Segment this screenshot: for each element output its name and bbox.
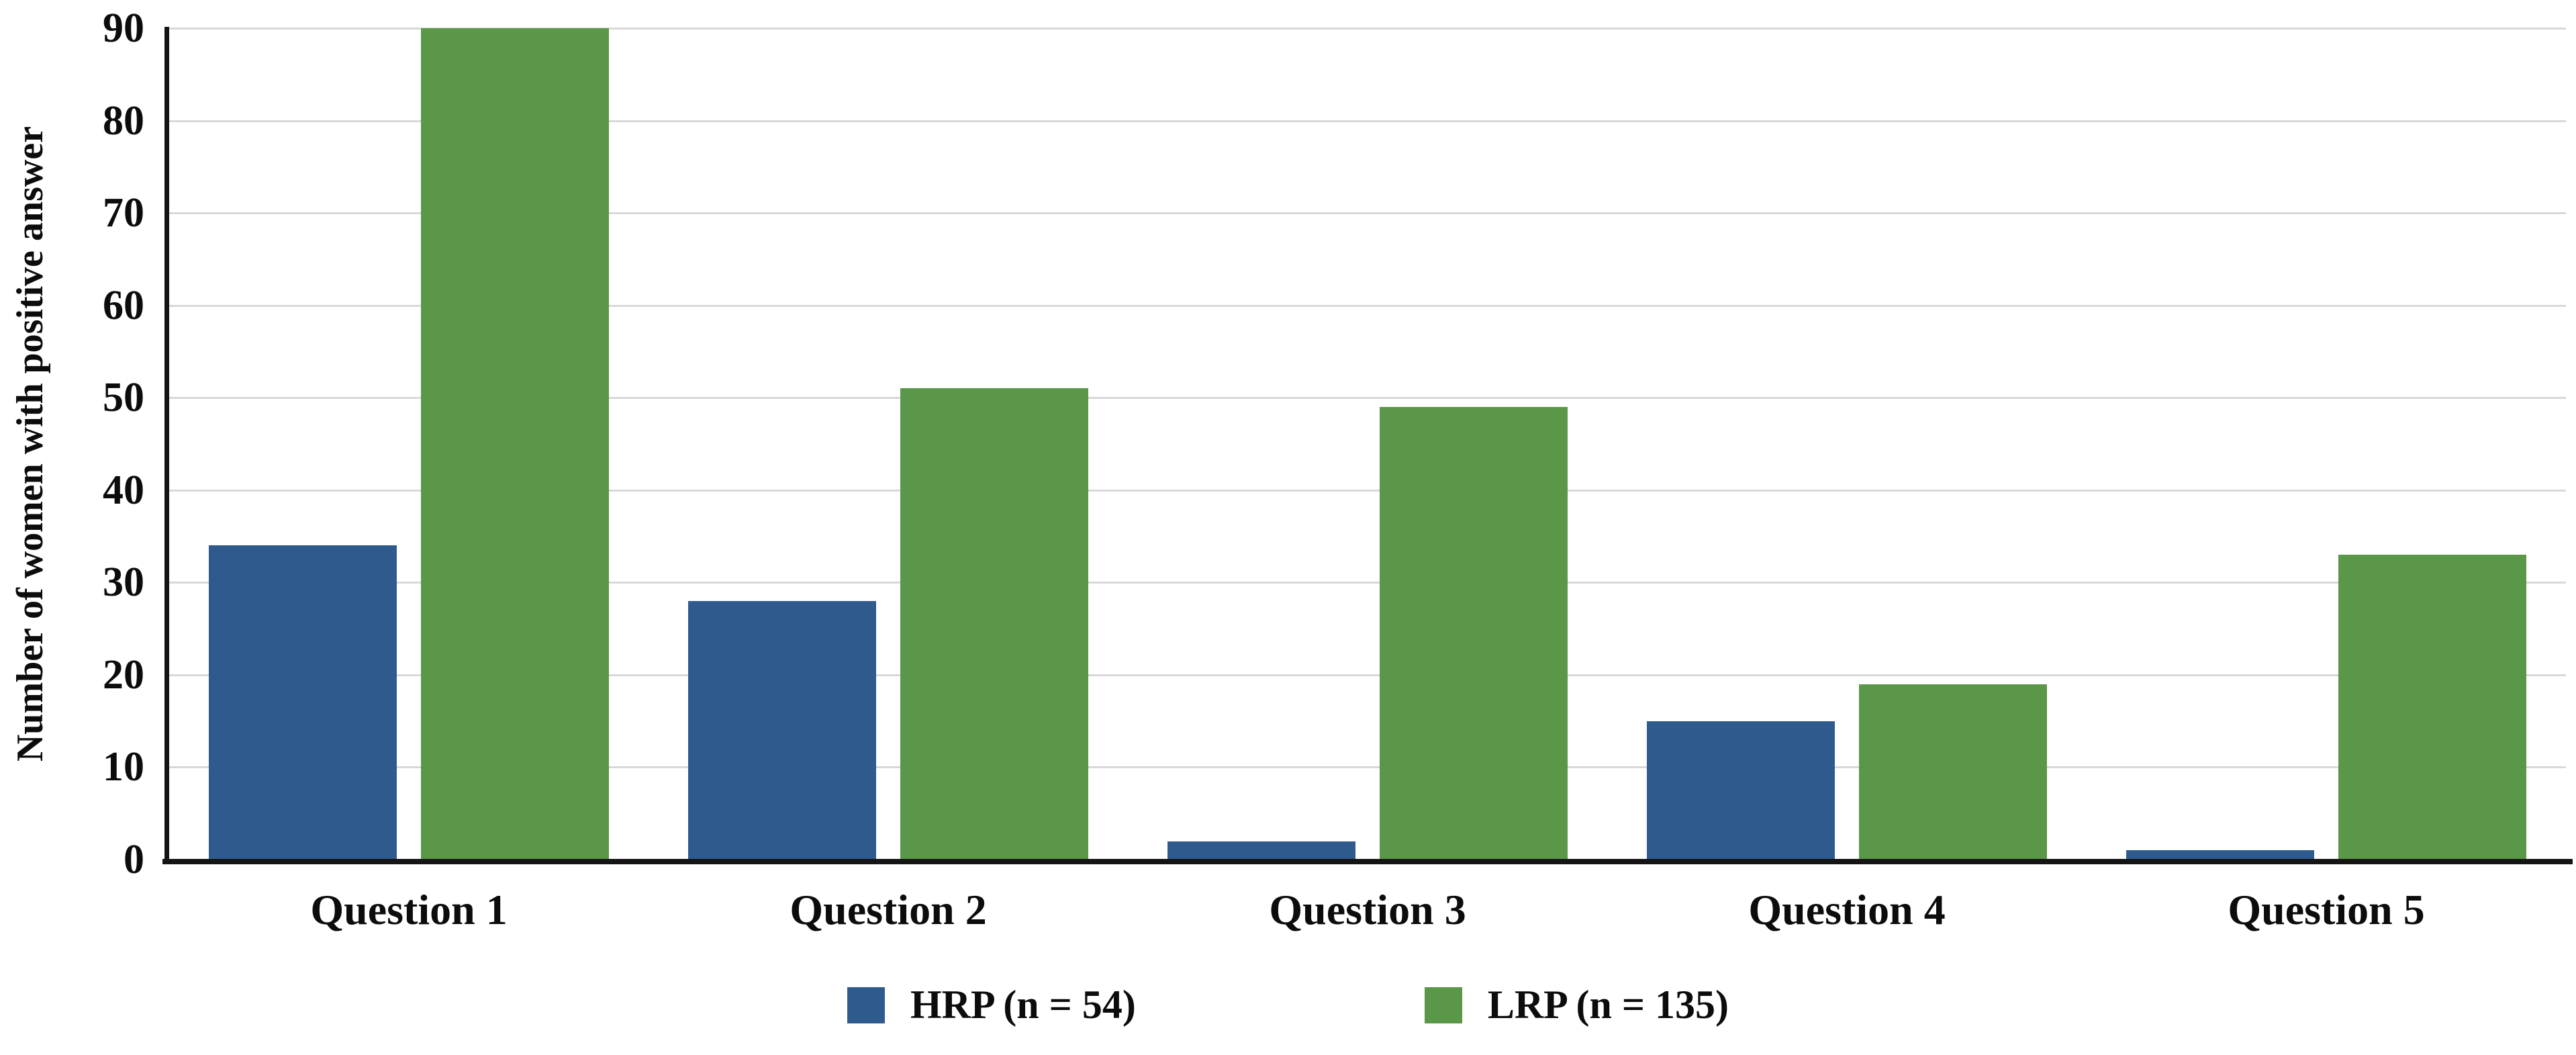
plot-area	[162, 27, 2573, 864]
x-axis-label-question-2: Question 2	[790, 886, 987, 933]
bar-hrp-question-3	[1167, 841, 1355, 860]
legend-label-lrp: LRP (n = 135)	[1487, 982, 1729, 1027]
legend: HRP (n = 54) LRP (n = 135)	[0, 982, 2576, 1028]
x-axis-line	[162, 859, 2573, 864]
bar-hrp-question-5	[2126, 850, 2314, 860]
legend-item-hrp: HRP (n = 54)	[847, 982, 1136, 1028]
y-tick-label-30: 30	[103, 559, 144, 606]
y-tick-label-0: 0	[124, 837, 144, 882]
y-tick-label-90: 90	[103, 5, 144, 51]
bar-lrp-question-3	[1380, 406, 1568, 860]
gridline-y-60	[169, 304, 2566, 307]
x-axis-label-question-4: Question 4	[1748, 886, 1946, 933]
y-tick-label-80: 80	[103, 97, 144, 144]
bar-lrp-question-2	[900, 388, 1088, 860]
legend-swatch-hrp	[847, 987, 885, 1023]
bar-hrp-question-2	[688, 600, 876, 860]
x-axis-label-question-5: Question 5	[2228, 886, 2425, 933]
legend-item-lrp: LRP (n = 135)	[1424, 982, 1729, 1028]
bar-lrp-question-1	[421, 28, 609, 860]
y-tick-label-10: 10	[103, 744, 144, 790]
legend-label-hrp: HRP (n = 54)	[910, 982, 1136, 1027]
bar-lrp-question-4	[1859, 684, 2047, 860]
gridline-y-50	[169, 397, 2566, 400]
y-tick-label-40: 40	[103, 467, 144, 513]
y-tick-label-20: 20	[103, 651, 144, 698]
legend-swatch-lrp	[1424, 987, 1462, 1023]
gridline-y-40	[169, 489, 2566, 492]
gridline-y-70	[169, 212, 2566, 215]
bar-lrp-question-5	[2338, 555, 2526, 860]
y-tick-label-50: 50	[103, 375, 144, 421]
bar-hrp-question-4	[1647, 721, 1835, 860]
x-axis-label-question-1: Question 1	[310, 886, 508, 933]
gridline-y-30	[169, 582, 2566, 584]
y-tick-label-70: 70	[103, 190, 144, 236]
gridline-y-90	[169, 28, 2566, 30]
gridline-y-20	[169, 674, 2566, 676]
y-axis-title: Number of women with positive answer	[7, 28, 54, 860]
y-tick-label-60: 60	[103, 282, 144, 328]
gridline-y-10	[169, 766, 2566, 769]
gridline-y-80	[169, 120, 2566, 122]
y-axis-line	[164, 27, 169, 860]
x-axis-label-question-3: Question 3	[1269, 886, 1466, 933]
bar-hrp-question-1	[209, 545, 397, 860]
